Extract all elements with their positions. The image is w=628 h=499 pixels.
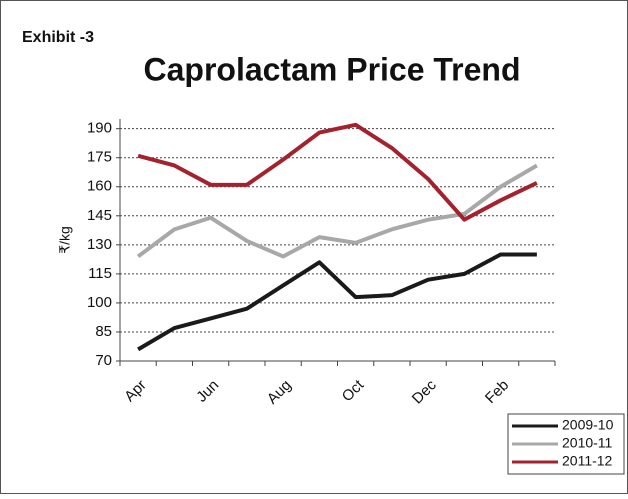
y-tick-label: 175 [87, 149, 112, 166]
legend-label: 2011-12 [562, 453, 613, 469]
exhibit-label: Exhibit -3 [22, 29, 94, 46]
y-tick-label: 130 [87, 236, 112, 253]
line [137, 252, 537, 352]
y-tick-label: 160 [87, 178, 112, 195]
legend-label: 2010-11 [562, 435, 613, 451]
y-tick-label: 190 [87, 120, 112, 137]
y-tick-label: 70 [95, 352, 112, 369]
chart-title: Caprolactam Price Trend [143, 51, 520, 87]
y-tick-label: 145 [87, 207, 112, 224]
y-tick-label: 115 [88, 265, 112, 282]
y-axis-label: ₹/kg [57, 226, 73, 254]
legend-label: 2009-10 [562, 417, 614, 433]
y-tick-label: 85 [95, 323, 112, 340]
line [137, 122, 538, 222]
y-tick-label: 100 [87, 294, 112, 311]
line [136, 163, 538, 259]
